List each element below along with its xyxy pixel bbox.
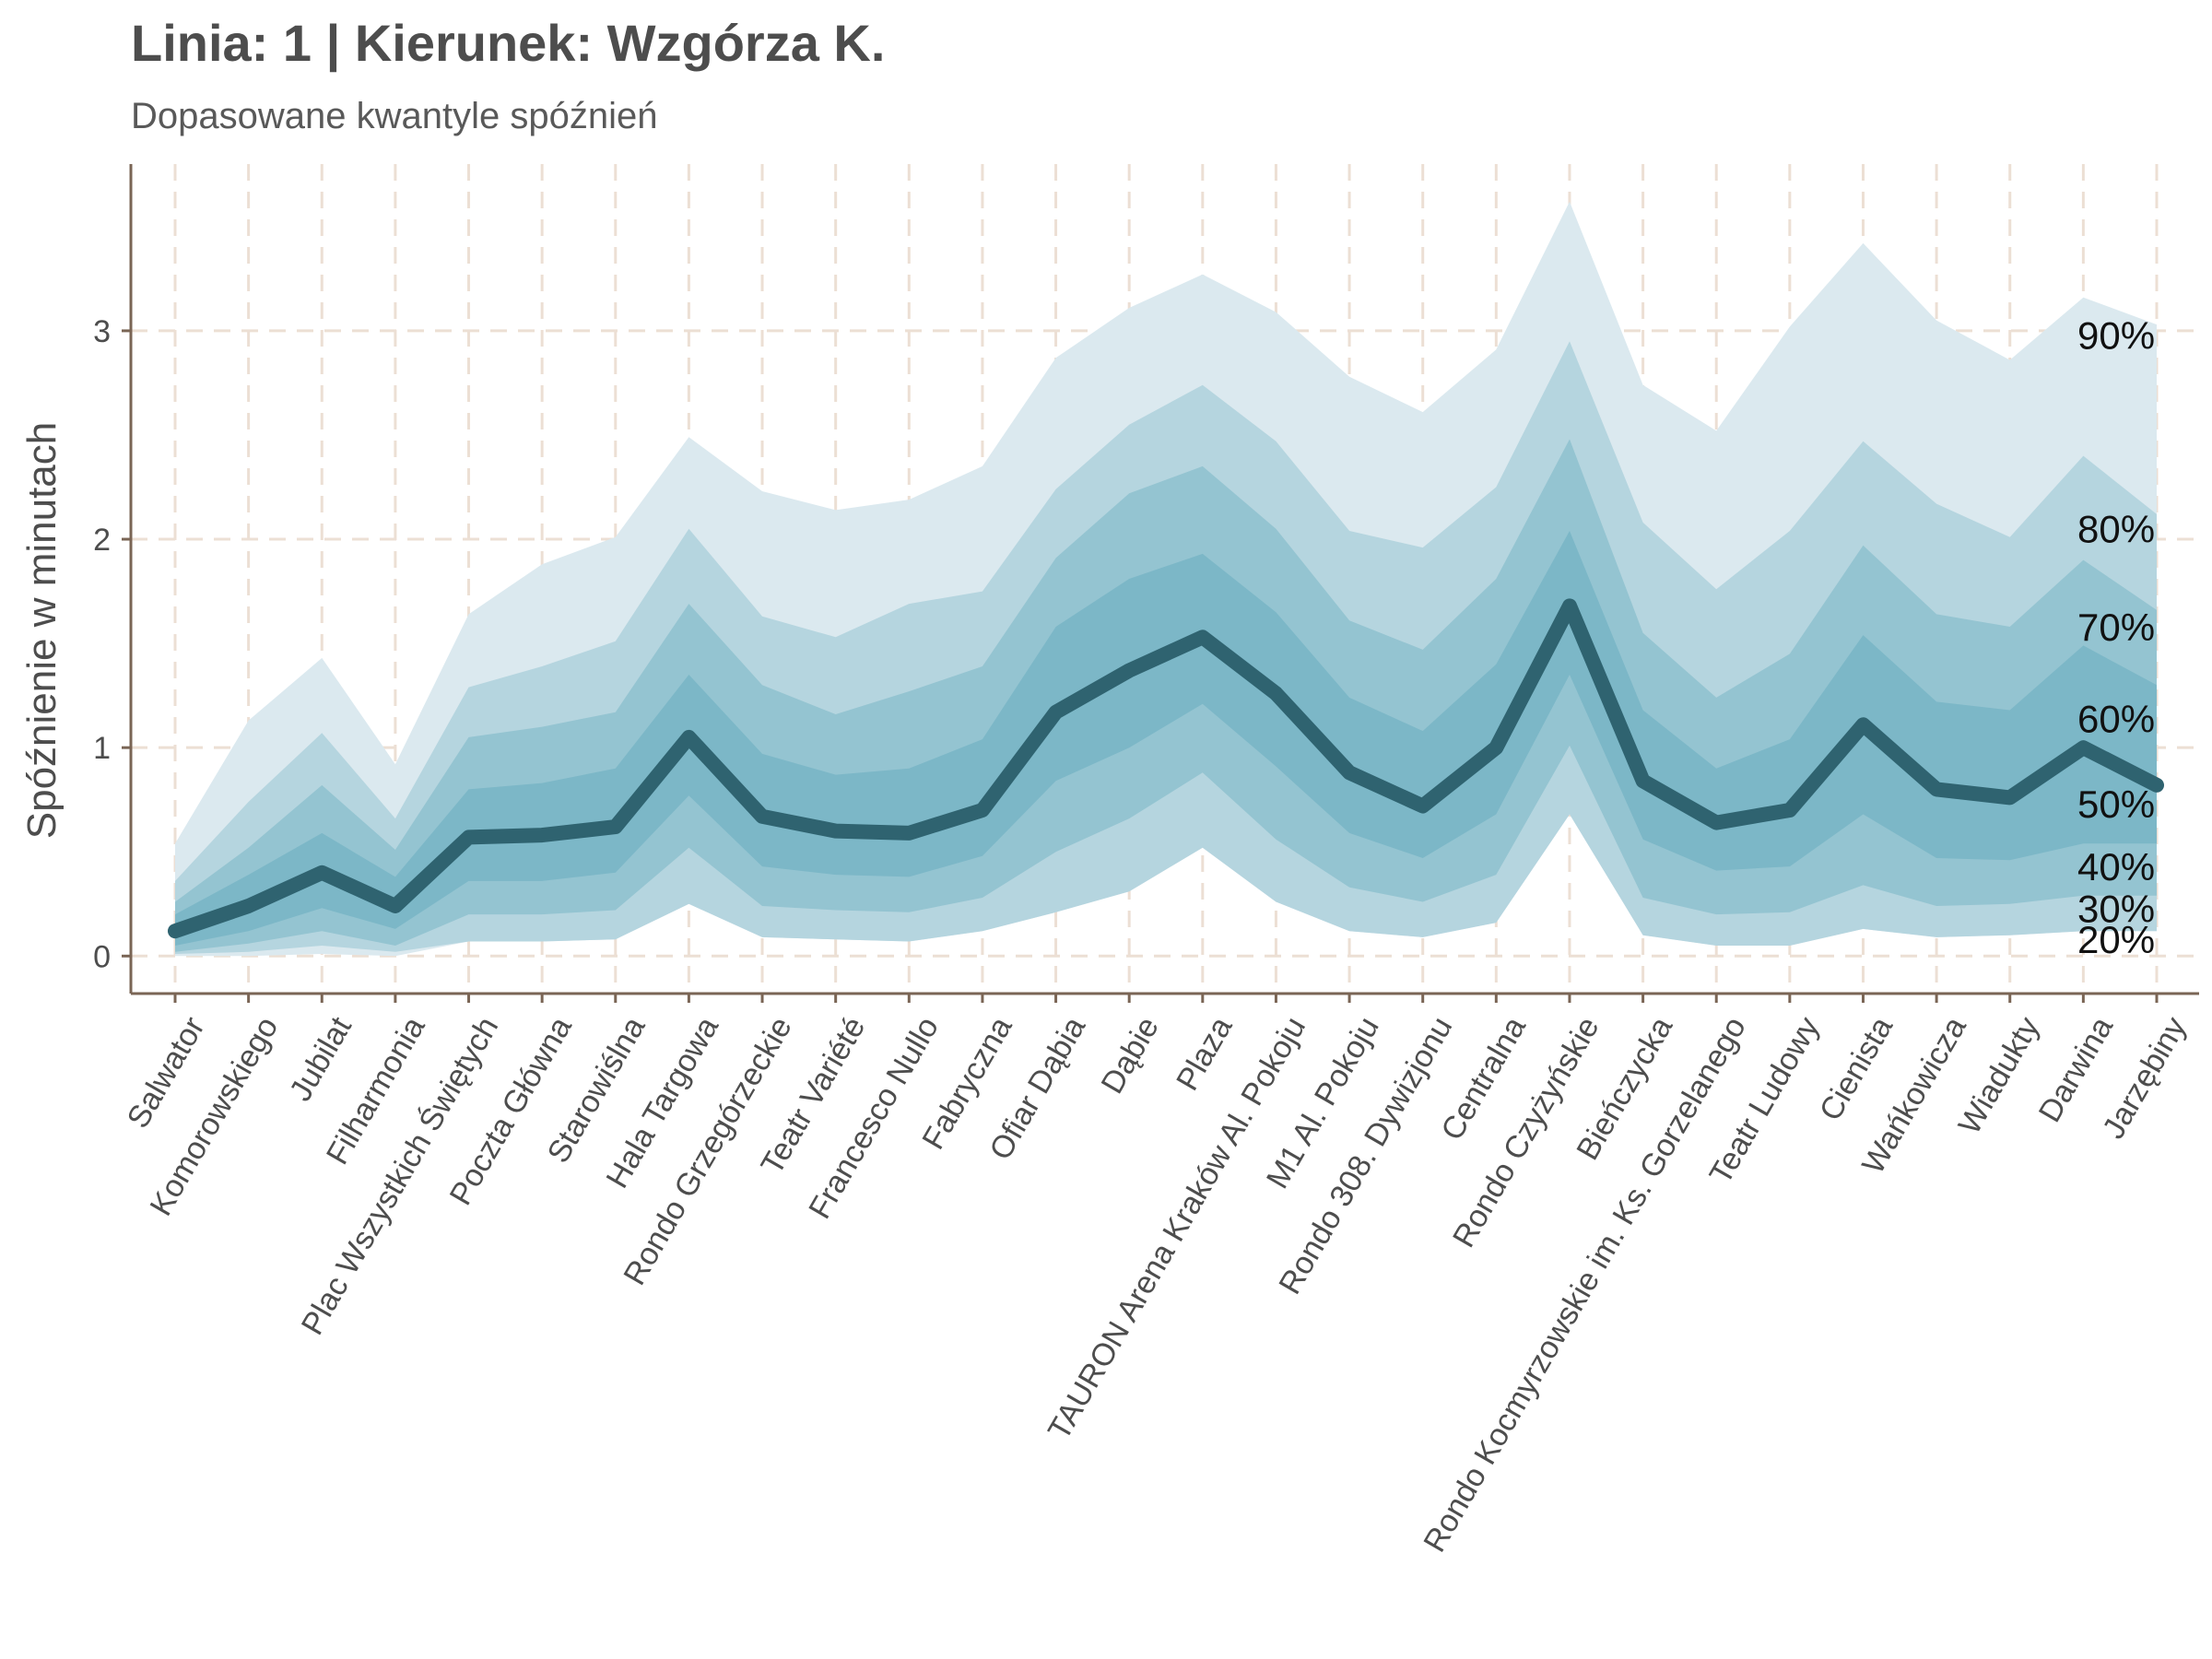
y-tick-label: 0 xyxy=(93,939,111,974)
quantile-label: 30% xyxy=(2077,887,2155,930)
label-layer: 90% 80% 70% 60% 50% 40%30%20% xyxy=(2077,313,2155,961)
quantile-label: 40% xyxy=(2077,845,2155,888)
y-axis-label: Spóźnienie w minutach xyxy=(19,422,65,839)
chart-subtitle: Dopasowane kwantyle spóźnień xyxy=(131,96,658,136)
quantile-label: 70% xyxy=(2077,606,2155,649)
quantile-label: 50% xyxy=(2077,782,2155,826)
quantile-label: 80% xyxy=(2077,508,2155,551)
chart-title: Linia: 1 | Kierunek: Wzgórza K. xyxy=(131,14,886,72)
quantile-label: 20% xyxy=(2077,918,2155,961)
quantile-band-4 xyxy=(175,531,2157,946)
quantile-label: 90% xyxy=(2077,313,2155,357)
y-tick-label: 2 xyxy=(93,523,111,558)
x-tick-label: Dąbie xyxy=(1095,1011,1166,1100)
line-layer xyxy=(168,598,2164,939)
quantile-label: 60% xyxy=(2077,698,2155,741)
median-line xyxy=(168,598,2164,939)
x-tick-label: Plaza xyxy=(1170,1011,1239,1097)
x-tick-label: Jubilat xyxy=(283,1011,359,1108)
y-tick-label: 1 xyxy=(93,731,111,766)
y-tick-label: 3 xyxy=(93,314,111,349)
